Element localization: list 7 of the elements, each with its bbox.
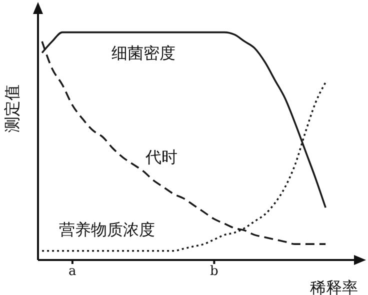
- x-axis-title: 稀释率: [310, 278, 358, 295]
- series-label: 细菌密度: [111, 43, 176, 62]
- y-axis-title: 测定值: [2, 84, 22, 132]
- series-label: 营养物质浓度: [58, 220, 155, 239]
- x-tick-label: a: [68, 264, 77, 280]
- series-label: 代时: [144, 147, 178, 166]
- x-tick-label: b: [210, 264, 218, 280]
